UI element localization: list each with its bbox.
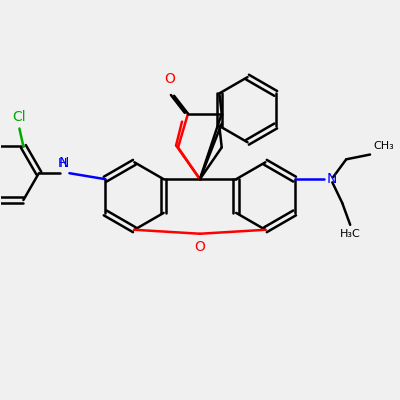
Text: CH₃: CH₃ <box>373 141 394 151</box>
Text: Cl: Cl <box>12 110 26 124</box>
Text: H₃C: H₃C <box>340 229 360 239</box>
Text: H: H <box>58 157 68 170</box>
Text: N: N <box>326 172 337 186</box>
Text: O: O <box>194 240 205 254</box>
Text: N: N <box>59 156 70 170</box>
Text: O: O <box>164 72 175 86</box>
